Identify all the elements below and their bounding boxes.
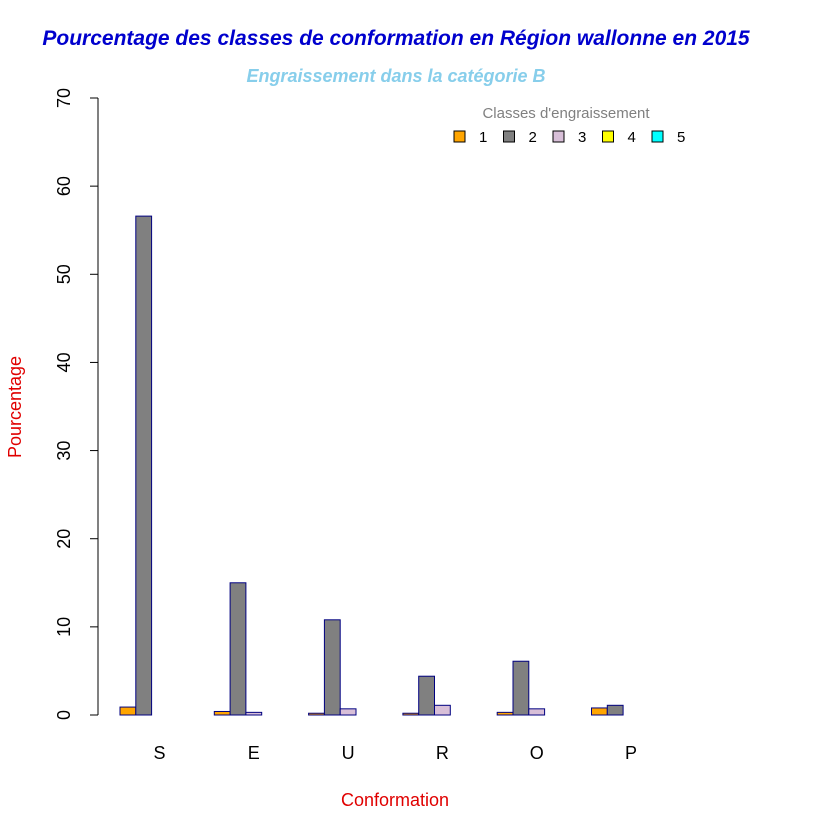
y-tick-label: 50: [54, 264, 74, 284]
bar: [434, 704, 451, 716]
y-axis-label: Pourcentage: [5, 356, 25, 458]
bar: [213, 710, 231, 716]
legend-label: 4: [628, 129, 636, 146]
chart-title: Pourcentage des classes de conformation …: [42, 27, 750, 50]
x-tick-label: S: [153, 743, 165, 763]
legend-swatch: [651, 130, 664, 143]
legend-swatch: [453, 130, 466, 143]
bar: [119, 706, 137, 716]
legend: Classes d'engraissement 1 2 3 4 5: [453, 105, 685, 146]
y-tick-label: 70: [54, 88, 74, 108]
bar: [308, 712, 325, 716]
legend-label: 1: [479, 129, 487, 146]
bar: [496, 711, 514, 716]
y-tick-label: 20: [54, 529, 74, 549]
y-tick-label: 30: [54, 441, 74, 461]
legend-swatch: [602, 130, 614, 143]
bar: [402, 712, 420, 716]
legend-label: 5: [677, 129, 685, 146]
legend-title: Classes d'engraissement: [482, 105, 650, 122]
bar: [229, 582, 247, 716]
bar: [135, 215, 153, 716]
y-tick-label: 0: [54, 710, 74, 720]
bar: [606, 704, 624, 716]
x-tick-label: R: [436, 743, 449, 763]
y-tick-label: 40: [54, 352, 74, 372]
legend-swatch: [552, 130, 565, 143]
x-axis-label: Conformation: [341, 790, 449, 810]
x-tick-label: P: [625, 743, 637, 763]
x-tick-label: O: [530, 743, 544, 763]
legend-label: 2: [529, 129, 537, 146]
bar: [323, 619, 341, 716]
bar: [528, 708, 546, 716]
bar: [245, 711, 263, 716]
x-tick-label: U: [342, 743, 355, 763]
bar: [591, 707, 608, 716]
bar: [339, 708, 357, 716]
chart-subtitle: Engraissement dans la catégorie B: [246, 66, 545, 86]
bar: [418, 675, 436, 716]
bars: [119, 215, 624, 716]
y-axis: 0 10 20 30 40 50 60 70: [54, 88, 99, 720]
y-tick-label: 10: [54, 617, 74, 637]
y-tick-label: 60: [54, 176, 74, 196]
bar: [512, 660, 530, 716]
legend-label: 3: [578, 129, 586, 146]
legend-swatch: [503, 130, 515, 143]
x-tick-label: E: [248, 743, 260, 763]
